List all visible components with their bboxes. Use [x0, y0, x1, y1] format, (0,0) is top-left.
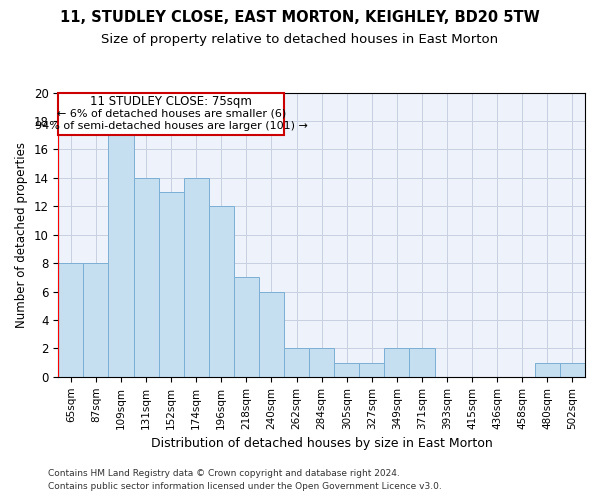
FancyBboxPatch shape — [58, 92, 284, 135]
Bar — [158, 192, 184, 377]
Y-axis label: Number of detached properties: Number of detached properties — [15, 142, 28, 328]
Text: 11, STUDLEY CLOSE, EAST MORTON, KEIGHLEY, BD20 5TW: 11, STUDLEY CLOSE, EAST MORTON, KEIGHLEY… — [60, 10, 540, 25]
Bar — [535, 362, 560, 377]
Bar — [134, 178, 158, 377]
Bar — [334, 362, 359, 377]
Bar — [209, 206, 234, 377]
Bar — [385, 348, 409, 377]
Bar — [309, 348, 334, 377]
Text: Contains HM Land Registry data © Crown copyright and database right 2024.: Contains HM Land Registry data © Crown c… — [48, 468, 400, 477]
Bar — [184, 178, 209, 377]
X-axis label: Distribution of detached houses by size in East Morton: Distribution of detached houses by size … — [151, 437, 493, 450]
Bar — [234, 278, 259, 377]
Bar — [58, 263, 83, 377]
Text: Size of property relative to detached houses in East Morton: Size of property relative to detached ho… — [101, 32, 499, 46]
Bar — [109, 135, 134, 377]
Bar — [83, 263, 109, 377]
Bar — [409, 348, 434, 377]
Bar — [359, 362, 385, 377]
Text: 94% of semi-detached houses are larger (101) →: 94% of semi-detached houses are larger (… — [35, 121, 308, 131]
Text: Contains public sector information licensed under the Open Government Licence v3: Contains public sector information licen… — [48, 482, 442, 491]
Bar — [259, 292, 284, 377]
Bar — [560, 362, 585, 377]
Text: 11 STUDLEY CLOSE: 75sqm: 11 STUDLEY CLOSE: 75sqm — [90, 96, 252, 108]
Text: ← 6% of detached houses are smaller (6): ← 6% of detached houses are smaller (6) — [56, 109, 286, 119]
Bar — [284, 348, 309, 377]
